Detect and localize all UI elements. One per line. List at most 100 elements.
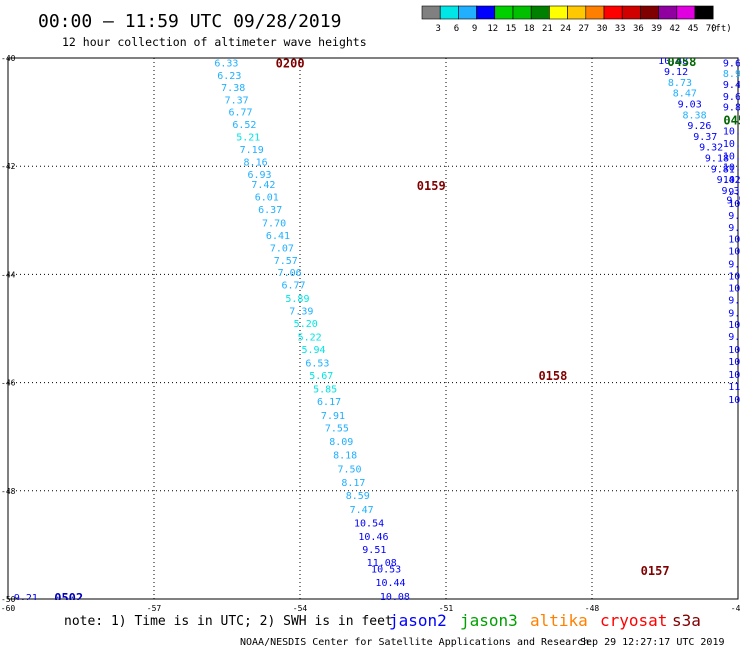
legend-swatch (494, 5, 514, 20)
legend-tick-label: 6 (454, 24, 459, 34)
swh-value-label: 6.37 (258, 205, 282, 216)
legend-tick-label: 24 (560, 24, 571, 34)
swh-value-label: 5.20 (294, 319, 318, 330)
swh-value-label: 7.07 (270, 243, 294, 254)
satellite-legend-entry: s3a (672, 611, 701, 630)
swh-value-label: 9.35 (721, 186, 740, 197)
swh-value-label: 6.77 (282, 281, 306, 292)
legend-tick-label: 70 (706, 24, 717, 34)
track-time-labels: 0200 0159 0158 0157 0502 0458 0459 (54, 56, 740, 605)
swh-value-label: 10.00 (728, 235, 740, 246)
swh-value-label: 9.32 (699, 143, 723, 154)
swh-value-label: 8.59 (346, 491, 370, 502)
satellite-legend-entry: jason2 (389, 611, 447, 630)
x-tick-label: -57 (147, 604, 162, 613)
swh-value-label: 8.18 (333, 451, 357, 462)
swh-value-label: 9.4 (728, 332, 740, 343)
swh-value-label: 10.0 (728, 283, 740, 294)
swh-value-label: 8.17 (341, 478, 365, 489)
swh-value-label: 9.66 (728, 211, 740, 222)
swh-value-label: 7.39 (289, 307, 313, 318)
swh-value-label: 8.47 (673, 89, 697, 100)
legend-tick-label: 33 (615, 24, 626, 34)
footer-timestamp: Sep 29 12:27:17 UTC 2019 (580, 637, 725, 648)
swh-value-label: 6.77 (228, 108, 252, 119)
swh-value-label: 9.51 (362, 545, 386, 556)
swh-values: 6.336.237.387.376.776.525.217.198.166.93… (14, 56, 740, 604)
swh-value-label: 9.81 (711, 164, 735, 175)
swh-value-label: 5.21 (236, 132, 260, 143)
legend-swatch (476, 5, 496, 20)
swh-value-label: 5.85 (313, 385, 337, 396)
swh-value-label: 7.55 (325, 424, 349, 435)
legend-tick-label: 27 (578, 24, 589, 34)
swh-value-label: 10.44 (375, 578, 405, 589)
track-time-label: 0459 (723, 114, 740, 128)
swh-value-label: 11.08 (367, 558, 397, 569)
legend-swatch (658, 5, 678, 20)
swh-value-label: 9.18 (705, 154, 729, 165)
chart-subtitle: 12 hour collection of altimeter wave hei… (62, 35, 367, 49)
satellite-legend-entry: jason3 (460, 611, 518, 630)
swh-value-label: 9.21 (14, 593, 38, 604)
legend-tick-label: 30 (597, 24, 608, 34)
swh-value-label: 6.41 (266, 231, 290, 242)
track-time-label: 0502 (54, 591, 83, 605)
swh-value-label: 10 (728, 320, 740, 331)
legend-swatch (603, 5, 623, 20)
swh-value-label: 10.14 (723, 139, 740, 150)
legend-tick-label: 9 (472, 24, 477, 34)
x-tick-label: -51 (439, 604, 454, 613)
footer-note: note: 1) Time is in UTC; 2) SWH is in fe… (64, 614, 393, 629)
swh-value-label: 10 (728, 395, 740, 406)
swh-value-label: 10.83 (728, 199, 740, 210)
swh-value-label: 7.37 (225, 96, 249, 107)
swh-value-label: 8.09 (329, 437, 353, 448)
legend-swatch (567, 5, 587, 20)
swh-value-label: 7.57 (274, 256, 298, 267)
swh-value-label: 9.37 (693, 132, 717, 143)
legend-swatch (421, 5, 441, 20)
legend-swatch (530, 5, 550, 20)
swh-value-label: 5.89 (285, 294, 309, 305)
footer-credit: NOAA/NESDIS Center for Satellite Applica… (240, 637, 589, 648)
swh-value-label: 5.67 (309, 371, 333, 382)
satellite-legend-entry: altika (530, 611, 588, 630)
swh-value-label: 10.48 (658, 56, 688, 67)
x-tick-label: -54 (293, 604, 308, 613)
legend-swatch (458, 5, 477, 20)
track-time-label: 0200 (276, 56, 305, 70)
swh-value-label: 9.12 (664, 67, 688, 78)
swh-value-label: 7.06 (278, 268, 302, 279)
legend-tick-label: 18 (524, 24, 535, 34)
swh-value-label: 7.42 (251, 180, 275, 191)
legend-swatch (439, 5, 459, 20)
swh-value-label: 10 (728, 370, 740, 381)
axis-tick-labels: -40 -42 -44 -46 -48 -50-60 -57 -54 -51 -48 -45 (1, 54, 740, 613)
swh-value-label: 6.52 (232, 120, 256, 131)
swh-value-label: 10.66 (723, 163, 740, 174)
swh-value-label: 9.03 (678, 99, 702, 110)
swh-value-label: 9.56 (728, 223, 740, 234)
swh-value-label: 6.93 (247, 170, 271, 181)
legend-swatch (621, 5, 641, 20)
swh-value-label: 10.46 (358, 532, 388, 543)
legend-tick-label: 42 (669, 24, 680, 34)
legend-unit: (ft) (710, 24, 732, 34)
satellite-legend: jason2 jason3 altika cryosat s3a (389, 611, 701, 630)
chart-title: 00:00 – 11:59 UTC 09/28/2019 (38, 11, 341, 32)
swh-value-label: 10.72 (723, 126, 740, 137)
legend-tick-label: 15 (506, 24, 517, 34)
swh-value-label: 9.44 (723, 80, 740, 91)
swh-value-label: 10.00 (723, 175, 740, 186)
swh-value-label: 9.42 (717, 175, 740, 186)
swh-value-label: 7.70 (262, 218, 286, 229)
swh-value-label: 6.53 (305, 359, 329, 370)
swh-value-label: 10.00 (723, 151, 740, 162)
legend-tick-label: 3 (435, 24, 440, 34)
swh-value-label: 9.1 (728, 295, 740, 306)
legend-swatch (694, 5, 714, 20)
plot-frame (7, 57, 739, 600)
y-tick-label: -48 (1, 487, 16, 496)
y-tick-label: -46 (1, 379, 16, 388)
